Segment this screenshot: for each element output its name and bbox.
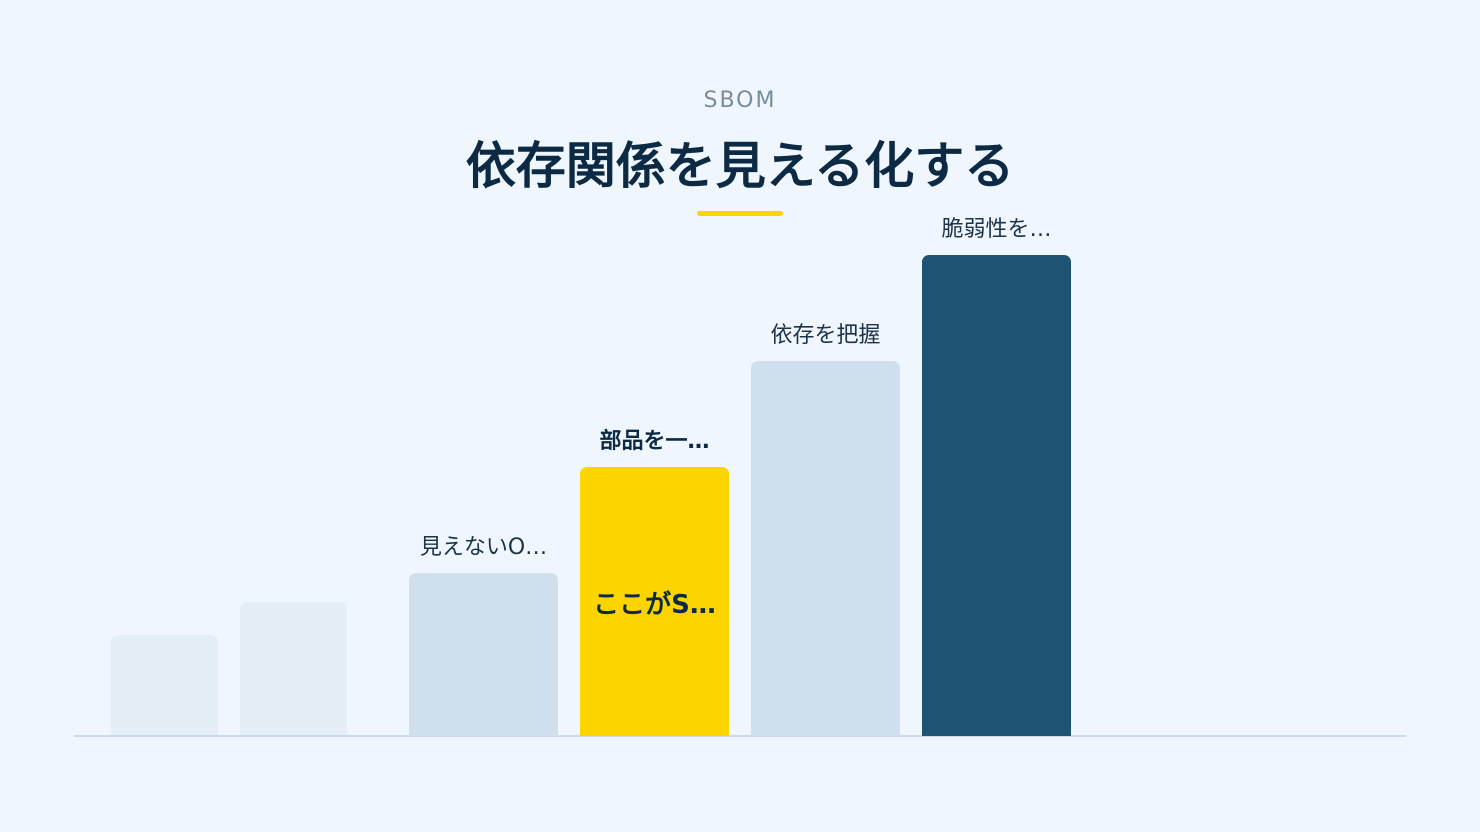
bar-text: ここがS… xyxy=(593,590,716,620)
bar xyxy=(751,361,900,736)
title-accent xyxy=(697,211,783,216)
step-label: 部品を一… xyxy=(599,429,710,454)
bar xyxy=(409,573,558,736)
faint-bar xyxy=(111,635,218,736)
title: 依存関係を見える化する xyxy=(465,137,1015,195)
bar xyxy=(922,255,1071,736)
bar xyxy=(580,467,729,736)
step-label: 依存を把握 xyxy=(770,323,881,348)
eyebrow: SBOM xyxy=(703,88,777,113)
faint-bar xyxy=(240,602,347,736)
step-label: 脆弱性を… xyxy=(941,217,1052,242)
baseline xyxy=(74,735,1406,737)
step-label: 見えないO… xyxy=(419,535,548,560)
